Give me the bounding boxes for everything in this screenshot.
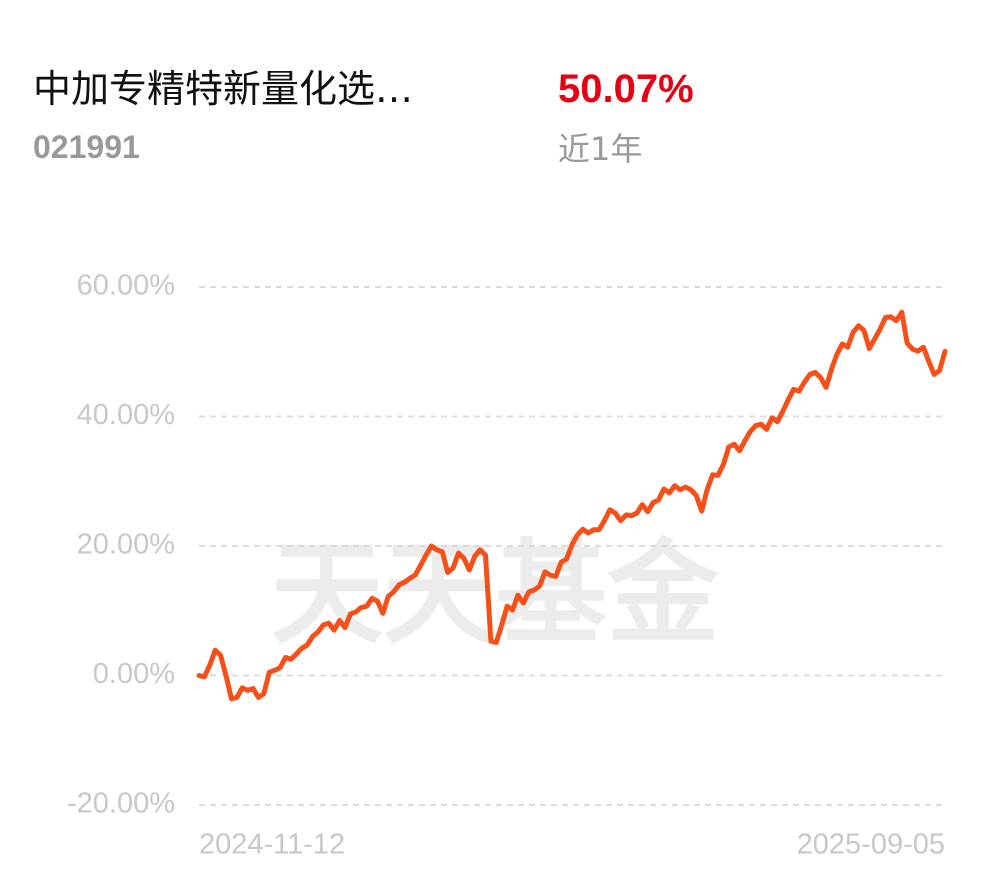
fund-code: 021991 bbox=[33, 129, 140, 165]
x-tick-label: 2024-11-12 bbox=[199, 829, 345, 861]
y-tick-label: 0.00% bbox=[93, 658, 175, 690]
y-tick-label: 60.00% bbox=[77, 270, 175, 302]
fund-return: 50.07% bbox=[558, 67, 694, 111]
y-tick-label: -20.00% bbox=[67, 788, 175, 820]
y-tick-label: 40.00% bbox=[77, 399, 175, 431]
return-period: 近1年 bbox=[558, 130, 642, 168]
y-tick-label: 20.00% bbox=[77, 529, 175, 561]
return-line bbox=[196, 309, 948, 702]
x-tick-label: 2025-09-05 bbox=[797, 829, 945, 861]
fund-title[interactable]: 中加专精特新量化选… bbox=[33, 67, 413, 111]
